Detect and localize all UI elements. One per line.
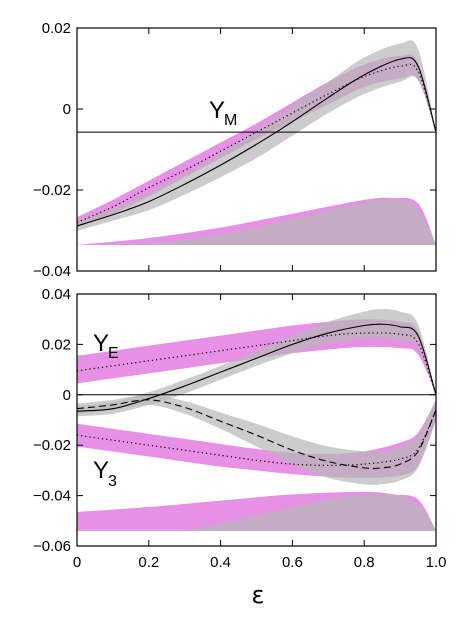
curve-dashed-3: [76, 399, 437, 470]
x-tick-label: 0.8: [354, 554, 375, 571]
y-tick-label: −0.06: [33, 538, 71, 555]
annotation-sub: M: [224, 112, 237, 129]
annotation-sub: E: [108, 345, 119, 362]
bottom-panel: 0.04 0.02 0 −0.02 −0.04 −0.06: [33, 286, 437, 555]
y-tick-label: −0.04: [33, 263, 71, 280]
band-gray-3: [130, 199, 436, 245]
annotation-y-m: Y M: [209, 97, 237, 129]
x-tick-label: 0.2: [138, 554, 159, 571]
y-tick-label: −0.02: [33, 437, 71, 454]
x-tick-label: 0: [73, 554, 81, 571]
x-axis-label: ε: [252, 581, 265, 609]
x-tick-label: 1.0: [426, 554, 447, 571]
band-gray-5: [184, 493, 436, 531]
y-tick-label: 0.02: [42, 20, 71, 37]
band-gray-1: [77, 40, 436, 232]
annotation-sub: 3: [108, 473, 117, 490]
band-gray-1: [77, 309, 436, 417]
y-tick-label: 0: [63, 387, 71, 404]
annotation-main: Y: [93, 457, 109, 484]
annotation-main: Y: [209, 97, 225, 124]
annotation-y-3: Y 3: [93, 457, 117, 490]
x-tick-label: 0.4: [210, 554, 231, 571]
curve-dotted-0: [76, 332, 437, 395]
plot-frame: [76, 27, 437, 272]
annotation-main: Y: [93, 330, 109, 357]
y-tick-label: 0.04: [42, 286, 71, 303]
y-tick-label: −0.04: [33, 488, 71, 505]
annotation-y-e: Y E: [93, 330, 119, 362]
band-gray-3: [77, 394, 436, 485]
plot-frame: [76, 293, 437, 547]
top-panel: 0.02 0 −0.02 −0.04: [33, 20, 437, 280]
curve-solid-1: [76, 57, 437, 227]
curve-solid-1: [76, 323, 437, 412]
y-tick-label: 0.02: [42, 336, 71, 353]
curve-dotted-0: [76, 63, 437, 223]
y-tick-label: −0.02: [33, 182, 71, 199]
y-tick-label: 0: [63, 101, 71, 118]
x-tick-label: 0.6: [282, 554, 303, 571]
